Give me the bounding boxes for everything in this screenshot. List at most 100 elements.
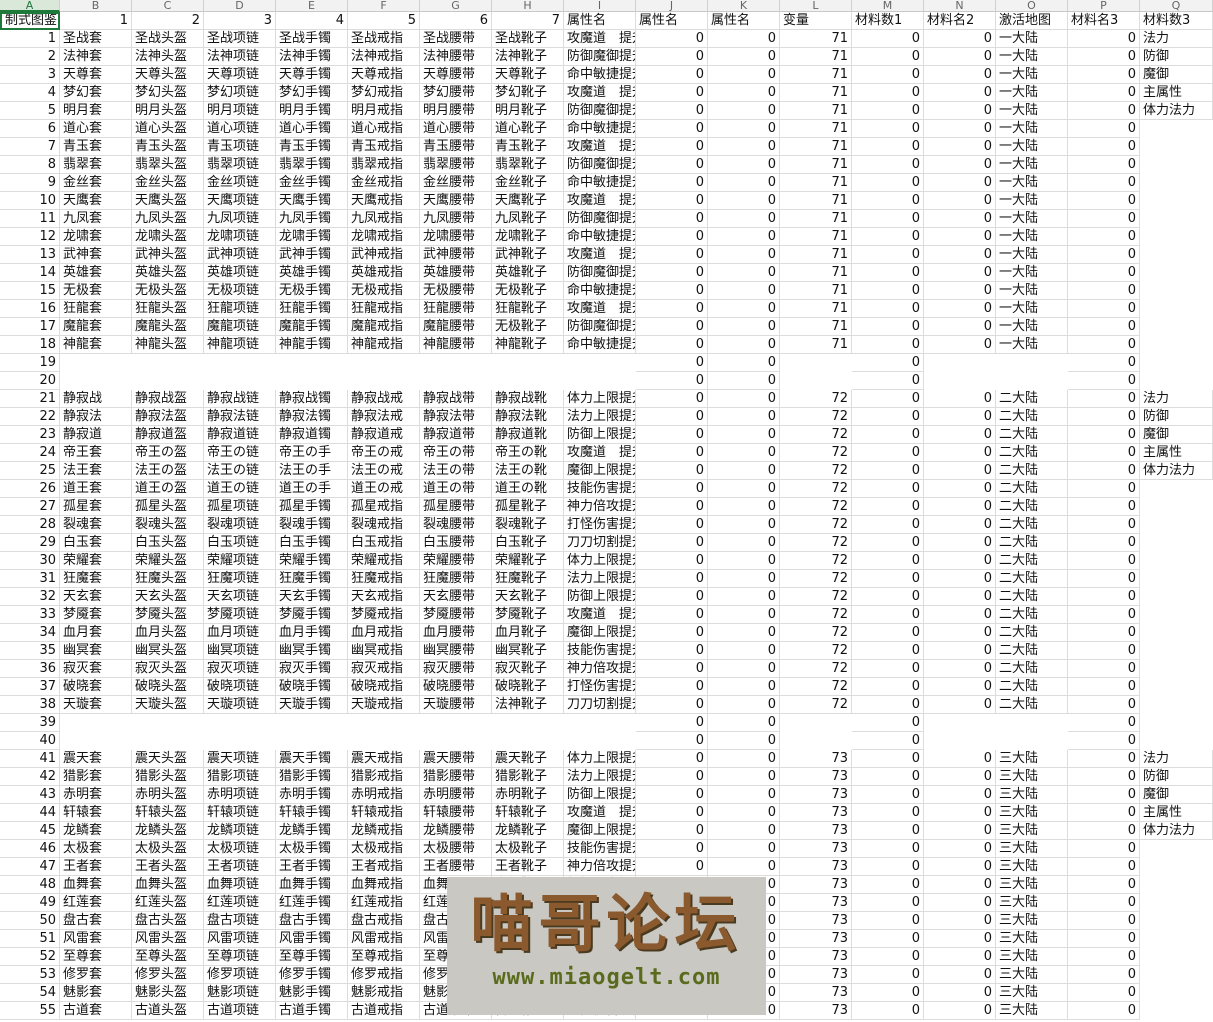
cell[interactable]: 0 xyxy=(924,804,996,822)
cell[interactable]: 攻魔道 提升 xyxy=(564,192,636,210)
cell[interactable]: 震天腰带 xyxy=(420,750,492,768)
cell[interactable]: 龙啸腰带 xyxy=(420,228,492,246)
column-letter[interactable]: B xyxy=(60,0,132,12)
cell[interactable]: 金丝腰带 xyxy=(420,174,492,192)
cell[interactable]: 青玉手镯 xyxy=(276,138,348,156)
cell[interactable]: 静寂法戒 xyxy=(348,408,420,426)
cell[interactable]: 0 xyxy=(636,858,708,876)
cell[interactable]: 0 xyxy=(852,660,924,678)
cell[interactable]: 0 xyxy=(924,336,996,354)
cell[interactable]: 0 xyxy=(1068,300,1140,318)
cell[interactable]: 0 xyxy=(852,1002,924,1020)
cell[interactable]: 0 xyxy=(636,444,708,462)
cell[interactable]: 72 xyxy=(780,426,852,444)
cell[interactable]: 轩辕腰带 xyxy=(420,804,492,822)
cell[interactable]: 0 xyxy=(1068,120,1140,138)
cell[interactable]: 50 xyxy=(0,912,60,930)
cell[interactable]: 梦魇手镯 xyxy=(276,606,348,624)
cell[interactable]: 静寂道 xyxy=(60,426,132,444)
cell[interactable]: 王者戒指 xyxy=(348,858,420,876)
cell[interactable]: 0 xyxy=(852,966,924,984)
cell[interactable]: 7 xyxy=(0,138,60,156)
cell[interactable]: 0 xyxy=(1068,102,1140,120)
cell[interactable]: 0 xyxy=(1068,228,1140,246)
cell[interactable]: 15 xyxy=(0,282,60,300)
cell[interactable]: 幽冥腰带 xyxy=(420,642,492,660)
cell[interactable]: 金丝靴子 xyxy=(492,174,564,192)
cell[interactable]: 翡翠戒指 xyxy=(348,156,420,174)
cell[interactable]: 静寂法靴 xyxy=(492,408,564,426)
cell[interactable]: 血舞戒指 xyxy=(348,876,420,894)
header-cell[interactable]: 材料名3 xyxy=(1068,12,1140,30)
cell[interactable]: 一大陆 xyxy=(996,84,1068,102)
cell[interactable]: 0 xyxy=(852,246,924,264)
cell[interactable]: 至尊套 xyxy=(60,948,132,966)
cell[interactable]: 44 xyxy=(0,804,60,822)
cell[interactable]: 0 xyxy=(1068,48,1140,66)
header-cell[interactable]: 4 xyxy=(276,12,348,30)
column-letter[interactable]: I xyxy=(564,0,636,12)
cell[interactable]: 0 xyxy=(924,588,996,606)
cell[interactable]: 攻魔道 提升 xyxy=(564,606,636,624)
cell[interactable]: 体力法力 xyxy=(1140,102,1213,120)
cell[interactable]: 天璇项链 xyxy=(204,696,276,714)
cell[interactable]: 72 xyxy=(780,606,852,624)
cell[interactable]: 明月项链 xyxy=(204,102,276,120)
cell[interactable]: 73 xyxy=(780,912,852,930)
cell[interactable]: 狂魔套 xyxy=(60,570,132,588)
cell[interactable]: 九凤套 xyxy=(60,210,132,228)
cell[interactable]: 0 xyxy=(708,552,780,570)
cell[interactable]: 0 xyxy=(1068,552,1140,570)
cell[interactable]: 0 xyxy=(1068,192,1140,210)
cell[interactable]: 赤明手镯 xyxy=(276,786,348,804)
cell[interactable]: 天鹰戒指 xyxy=(348,192,420,210)
cell[interactable]: 0 xyxy=(708,642,780,660)
cell[interactable]: 54 xyxy=(0,984,60,1002)
cell[interactable]: 0 xyxy=(636,390,708,408)
cell[interactable]: 武神头盔 xyxy=(132,246,204,264)
cell[interactable]: 72 xyxy=(780,534,852,552)
cell[interactable]: 赤明头盔 xyxy=(132,786,204,804)
cell[interactable]: 翡翠套 xyxy=(60,156,132,174)
cell[interactable]: 幽冥套 xyxy=(60,642,132,660)
cell[interactable]: 0 xyxy=(1068,732,1140,750)
cell[interactable]: 至尊头盔 xyxy=(132,948,204,966)
cell[interactable]: 风雷手镯 xyxy=(276,930,348,948)
cell[interactable]: 红莲项链 xyxy=(204,894,276,912)
cell[interactable]: 明月靴子 xyxy=(492,102,564,120)
cell[interactable]: 技能伤害提升 xyxy=(564,480,636,498)
cell[interactable]: 一大陆 xyxy=(996,228,1068,246)
cell[interactable]: 九凤项链 xyxy=(204,210,276,228)
cell[interactable]: 至尊手镯 xyxy=(276,948,348,966)
cell[interactable]: 法神靴子 xyxy=(492,48,564,66)
cell[interactable]: 72 xyxy=(780,552,852,570)
cell[interactable]: 体力法力 xyxy=(1140,822,1213,840)
cell[interactable]: 0 xyxy=(852,930,924,948)
cell[interactable]: 法王套 xyxy=(60,462,132,480)
cell[interactable]: 0 xyxy=(636,228,708,246)
cell[interactable]: 圣战腰带 xyxy=(420,30,492,48)
cell[interactable]: 0 xyxy=(1068,1002,1140,1020)
cell[interactable]: 王者套 xyxy=(60,858,132,876)
cell[interactable]: 0 xyxy=(636,804,708,822)
cell[interactable]: 法神戒指 xyxy=(348,48,420,66)
cell[interactable]: 攻魔道 提升 xyxy=(564,444,636,462)
cell[interactable]: 三大陆 xyxy=(996,786,1068,804)
cell[interactable]: 0 xyxy=(852,984,924,1002)
cell[interactable]: 0 xyxy=(852,408,924,426)
cell[interactable]: 龙啸头盔 xyxy=(132,228,204,246)
cell[interactable]: 0 xyxy=(852,66,924,84)
cell[interactable]: 龙啸靴子 xyxy=(492,228,564,246)
cell[interactable]: 0 xyxy=(708,156,780,174)
cell[interactable]: 天璇头盔 xyxy=(132,696,204,714)
cell[interactable]: 24 xyxy=(0,444,60,462)
cell[interactable]: 幽冥手镯 xyxy=(276,642,348,660)
cell[interactable]: 至尊项链 xyxy=(204,948,276,966)
cell[interactable]: 天玄腰带 xyxy=(420,588,492,606)
cell[interactable]: 0 xyxy=(636,516,708,534)
cell[interactable]: 49 xyxy=(0,894,60,912)
cell[interactable]: 破晓腰带 xyxy=(420,678,492,696)
cell[interactable]: 0 xyxy=(924,660,996,678)
cell[interactable]: 英雄头盔 xyxy=(132,264,204,282)
cell[interactable]: 梦幻腰带 xyxy=(420,84,492,102)
